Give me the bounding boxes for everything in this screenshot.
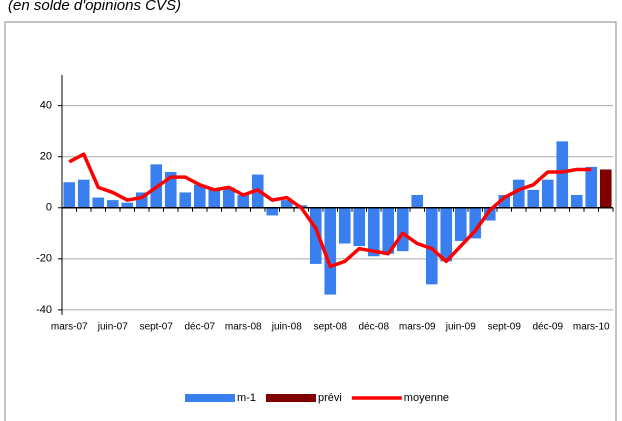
bar xyxy=(498,195,511,208)
line xyxy=(68,152,592,269)
y-tick-label: 20 xyxy=(40,151,52,163)
bar xyxy=(570,195,583,208)
x-tick-label: sept-07 xyxy=(140,322,174,333)
x-tick-label: juin-09 xyxy=(445,322,476,333)
bar xyxy=(353,207,366,247)
bar xyxy=(440,207,453,262)
y-tick-label: 40 xyxy=(40,100,52,112)
x-tick-label: mars-07 xyxy=(51,322,88,333)
bar xyxy=(425,207,438,285)
bar xyxy=(396,207,409,252)
bar xyxy=(164,172,177,208)
bar xyxy=(367,207,380,257)
x-tick-label: mars-09 xyxy=(399,322,436,333)
bar xyxy=(527,189,540,208)
legend-label: m-1 xyxy=(237,392,256,404)
x-tick-label: mars-08 xyxy=(225,322,262,333)
bar xyxy=(585,166,598,208)
bar xyxy=(266,207,279,216)
bar xyxy=(309,207,322,264)
y-tick-label: 0 xyxy=(46,202,52,214)
bar xyxy=(512,179,525,208)
bar xyxy=(541,179,554,208)
bar xyxy=(338,207,351,244)
bar xyxy=(208,189,221,208)
x-tick-label: mars-10 xyxy=(573,322,610,333)
x-tick-label: juin-08 xyxy=(271,322,302,333)
x-tick-label: juin-07 xyxy=(97,322,128,333)
bar xyxy=(280,200,293,208)
bar xyxy=(106,200,119,208)
chart-title: (en solde d'opinions CVS) xyxy=(8,0,181,14)
bar xyxy=(63,182,76,208)
bar xyxy=(121,202,134,208)
y-tick-label: -40 xyxy=(36,304,52,316)
y-tick-label: -20 xyxy=(36,253,52,265)
bar xyxy=(135,192,148,208)
bar xyxy=(469,207,482,239)
bar xyxy=(222,187,235,208)
bar xyxy=(193,184,206,208)
x-tick-label: sept-09 xyxy=(488,322,522,333)
bar xyxy=(483,207,496,221)
chart-frame xyxy=(4,21,617,421)
legend-swatch xyxy=(185,394,235,402)
bar xyxy=(599,169,612,208)
bar xyxy=(324,207,337,295)
bar xyxy=(411,195,424,208)
bar xyxy=(382,207,395,254)
x-tick-label: déc-08 xyxy=(358,322,389,333)
legend-label: moyenne xyxy=(404,392,449,404)
bar xyxy=(179,192,192,208)
bar xyxy=(556,141,569,208)
x-tick-label: sept-08 xyxy=(314,322,348,333)
legend-swatch xyxy=(265,394,316,402)
bar xyxy=(77,179,90,208)
legend-label: prévi xyxy=(318,392,342,404)
bar xyxy=(454,207,467,241)
x-tick-label: déc-07 xyxy=(184,322,215,333)
bar xyxy=(92,197,105,208)
x-tick-label: déc-09 xyxy=(532,322,563,333)
bar xyxy=(237,195,250,208)
